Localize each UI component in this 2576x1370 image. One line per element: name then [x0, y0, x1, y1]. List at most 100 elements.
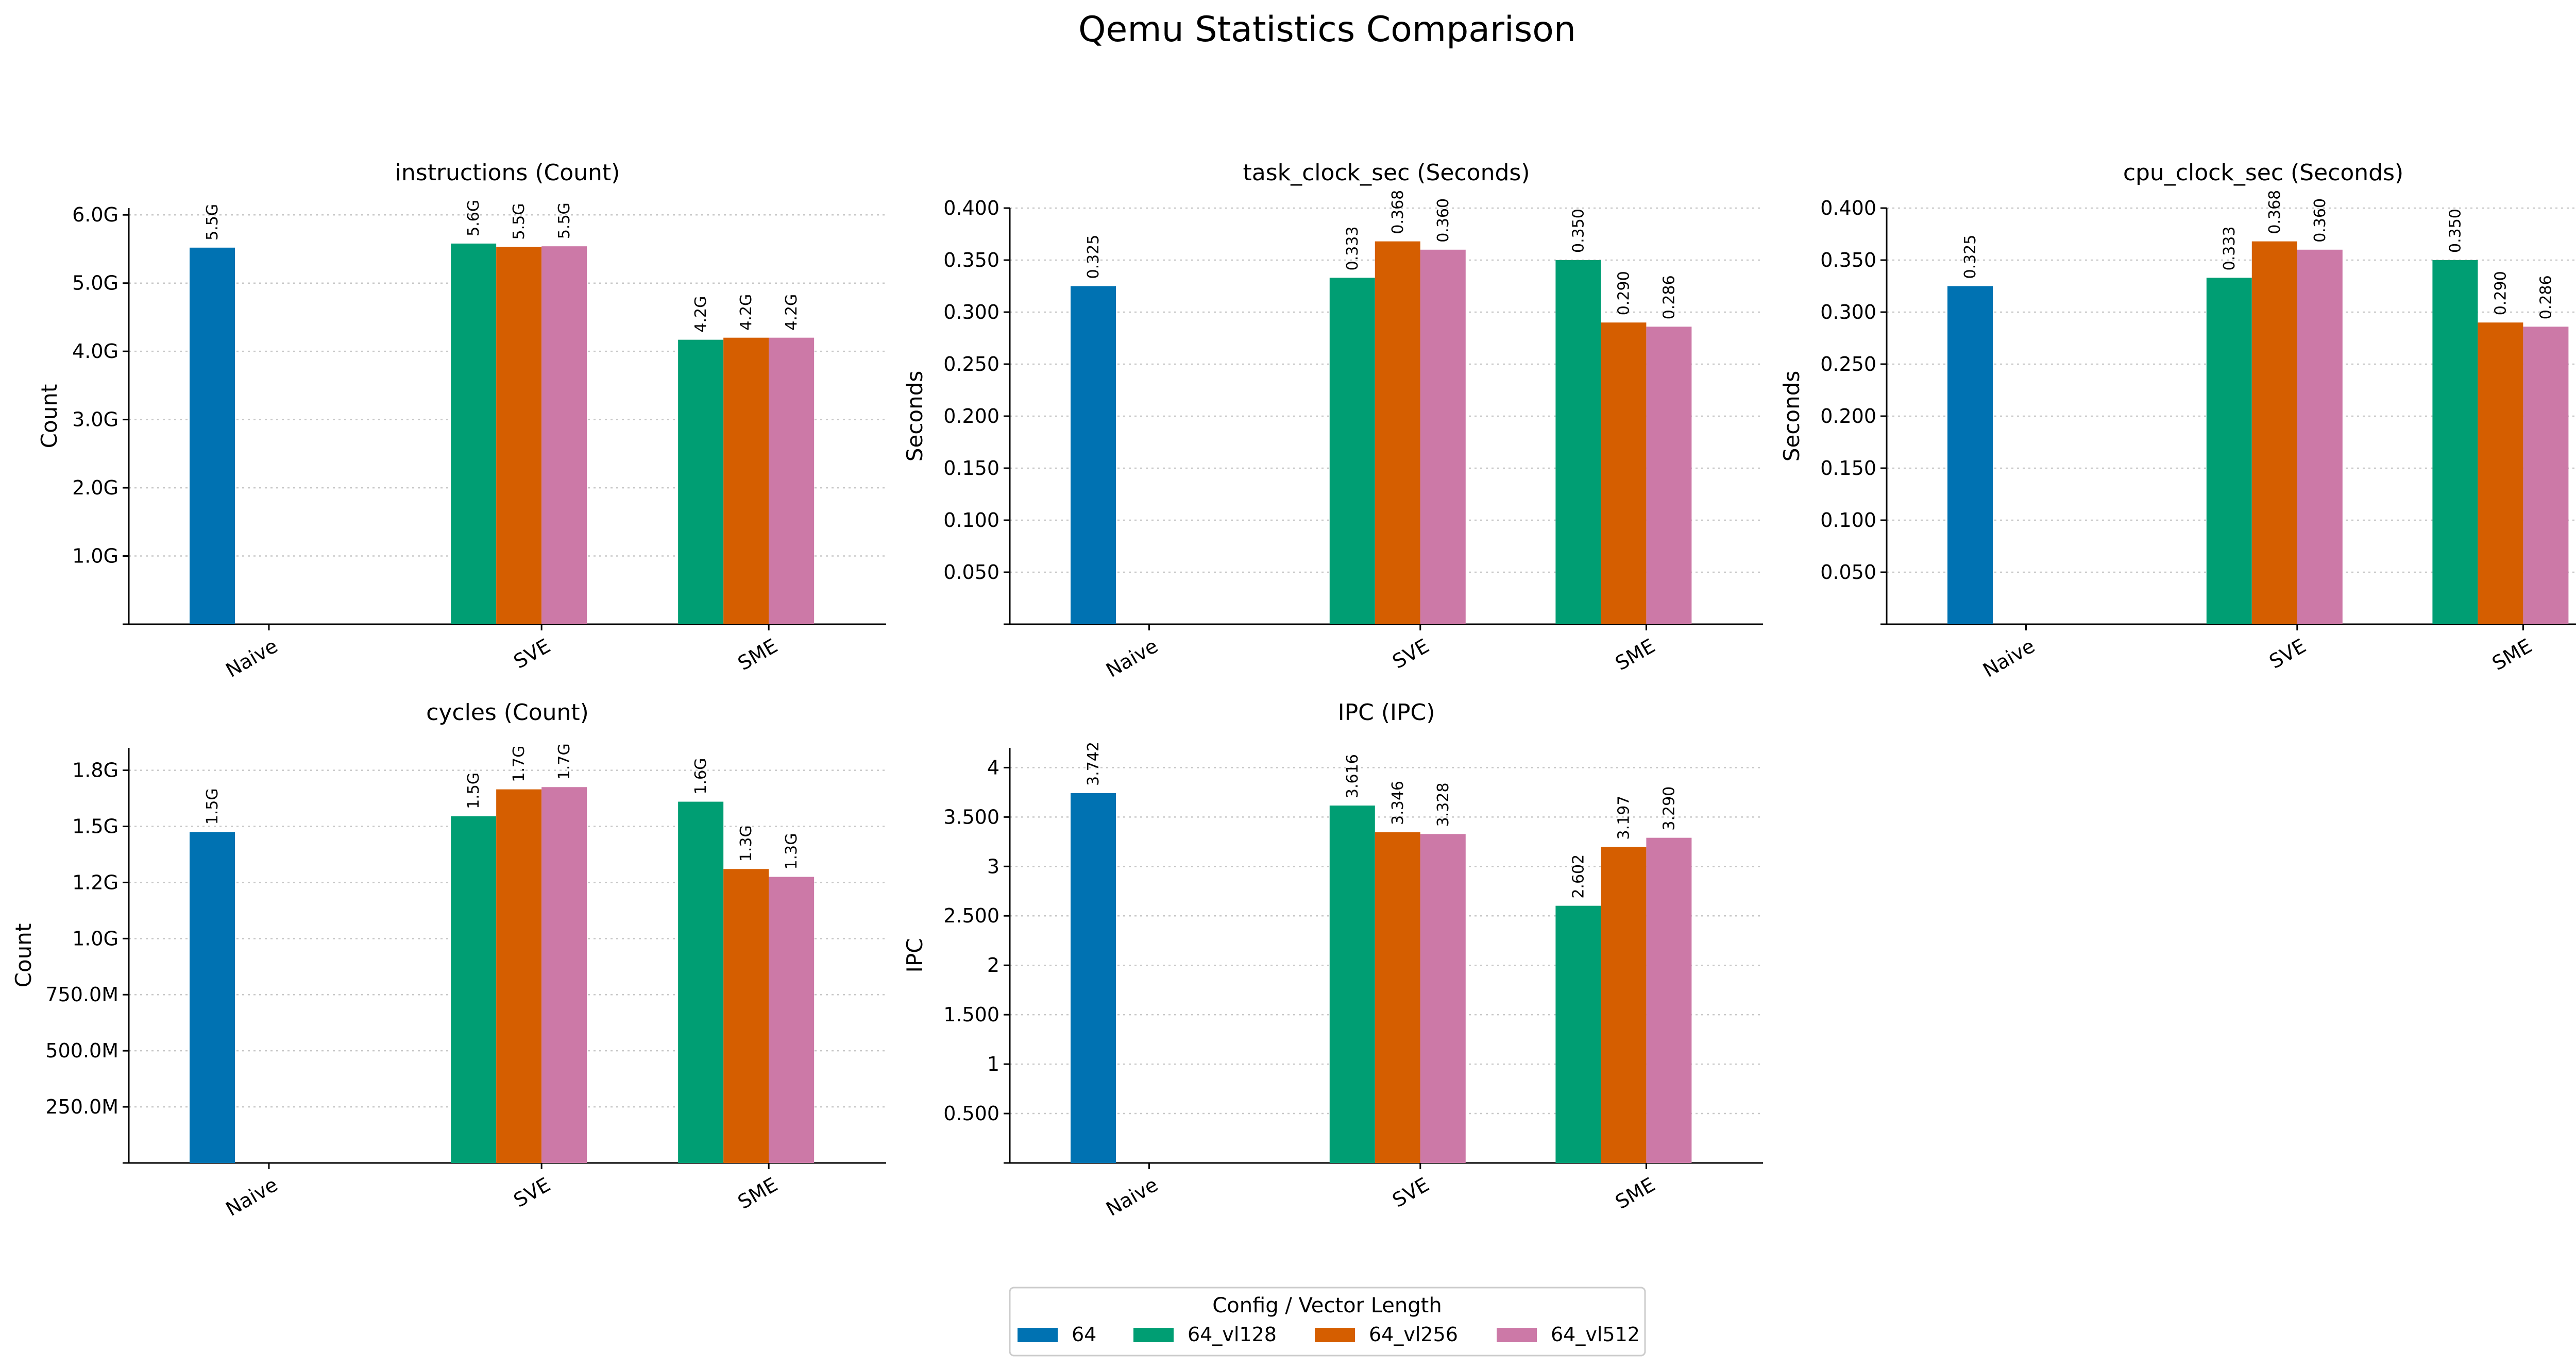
legend-entry: 64_vl512 — [1497, 1323, 1640, 1346]
y-tick-label: 250.0M — [45, 1095, 118, 1118]
x-tick-label: SME — [1612, 635, 1659, 675]
y-tick-label: 0.200 — [943, 405, 999, 427]
y-tick-label: 4 — [987, 756, 999, 779]
bar-sve-64_vl512 — [1420, 249, 1466, 624]
bar-value-label: 0.286 — [2537, 275, 2555, 319]
y-tick-label: 1.2G — [72, 871, 118, 894]
y-tick-label: 0.400 — [943, 197, 999, 219]
x-tick-label: Naive — [1102, 635, 1162, 682]
y-tick-label: 0.150 — [1820, 457, 1876, 480]
bar-value-label: 0.325 — [1084, 235, 1103, 279]
y-tick-label: 0.050 — [943, 561, 999, 584]
x-tick-label: Naive — [222, 635, 282, 682]
bar-value-label: 3.742 — [1084, 742, 1103, 786]
y-tick-label: 3.0G — [72, 408, 118, 431]
bar-value-label: 0.350 — [2446, 209, 2464, 253]
y-tick-label: 0.400 — [1820, 197, 1876, 219]
chart-panel-1: 1.0G 2.0G 3.0G 4.0G 5.0G 6.0G instructions (Co… — [37, 160, 886, 682]
bar-value-label: 0.368 — [2266, 190, 2284, 234]
x-tick-label: Naive — [1102, 1173, 1162, 1221]
bar-sve-64_vl256 — [1375, 241, 1420, 624]
legend-label: 64_vl256 — [1369, 1323, 1458, 1346]
x-tick-label: Naive — [1979, 635, 2039, 682]
y-tick-label: 2.500 — [943, 904, 999, 927]
bar-value-label: 0.368 — [1389, 190, 1407, 234]
chart-title: cycles (Count) — [426, 699, 589, 726]
bar-sve-64_vl128 — [2206, 278, 2252, 624]
bar-sme-64_vl256 — [723, 337, 769, 624]
legend-swatch — [1133, 1328, 1174, 1342]
bar-value-label: 1.5G — [465, 773, 483, 809]
x-tick-label: SVE — [2265, 635, 2310, 673]
x-tick-label: SVE — [510, 635, 554, 673]
y-tick-label: 0.150 — [943, 457, 999, 480]
y-axis-label: Seconds — [1779, 371, 1804, 461]
bar-sve-64_vl256 — [496, 789, 542, 1163]
x-tick-label: SVE — [510, 1173, 554, 1212]
bar-value-label: 1.6G — [692, 758, 710, 795]
legend-entry: 64 — [1018, 1323, 1096, 1346]
y-tick-label: 0.300 — [1820, 301, 1876, 323]
y-tick-label: 0.350 — [943, 249, 999, 271]
bar-naive-64 — [1947, 286, 1993, 624]
bar-sve-64_vl128 — [1329, 806, 1375, 1163]
bar-sme-64_vl512 — [769, 877, 815, 1163]
chart-title: IPC (IPC) — [1338, 699, 1435, 726]
bar-sme-64_vl256 — [1601, 847, 1647, 1163]
bar-naive-64 — [1071, 793, 1116, 1163]
legend-entry: 64_vl128 — [1133, 1323, 1277, 1346]
bar-value-label: 0.360 — [2311, 198, 2329, 243]
y-axis-label: Count — [37, 384, 62, 449]
legend-entries: 64 64_vl128 64_vl256 64_vl512 — [1018, 1323, 1640, 1346]
bar-value-label: 0.325 — [1961, 235, 1979, 279]
y-tick-label: 0.050 — [1820, 561, 1876, 584]
bar-sve-64_vl256 — [1375, 832, 1420, 1163]
bar-sme-64_vl128 — [2432, 260, 2478, 624]
legend-entry: 64_vl256 — [1315, 1323, 1458, 1346]
legend-label: 64_vl512 — [1551, 1323, 1640, 1346]
y-tick-label: 0.350 — [1820, 249, 1876, 271]
x-tick-label: SVE — [1388, 1173, 1433, 1212]
legend-swatch — [1018, 1328, 1058, 1342]
legend-swatch — [1497, 1328, 1537, 1342]
chart-title: cpu_clock_sec (Seconds) — [2123, 160, 2403, 186]
bar-value-label: 3.616 — [1344, 754, 1362, 798]
bar-value-label: 3.290 — [1660, 786, 1678, 831]
y-tick-label: 1.500 — [943, 1003, 999, 1026]
y-tick-label: 3.500 — [943, 806, 999, 828]
legend: Config / Vector Length 64 64_vl128 64_vl25… — [1009, 1287, 1646, 1357]
bar-value-label: 0.360 — [1434, 198, 1452, 243]
bar-value-label: 4.2G — [783, 294, 801, 331]
bar-value-label: 2.602 — [1569, 854, 1587, 899]
bar-sme-64_vl256 — [1601, 322, 1647, 624]
y-tick-label: 1.0G — [72, 927, 118, 950]
bar-value-label: 3.328 — [1434, 782, 1452, 827]
bar-sme-64_vl128 — [1555, 260, 1601, 624]
y-tick-label: 0.500 — [943, 1102, 999, 1125]
charts-area: 1.0G 2.0G 3.0G 4.0G 5.0G 6.0G instructions (Co… — [11, 160, 2576, 1221]
bar-sme-64_vl512 — [1646, 327, 1692, 624]
y-tick-label: 750.0M — [45, 983, 118, 1006]
bar-sve-64_vl128 — [1329, 278, 1375, 624]
bar-value-label: 1.7G — [555, 743, 573, 780]
bar-value-label: 3.346 — [1389, 781, 1407, 825]
y-tick-label: 3 — [987, 855, 999, 878]
legend-swatch — [1315, 1328, 1355, 1342]
bar-naive-64 — [190, 247, 235, 624]
bar-sme-64_vl512 — [2523, 327, 2569, 624]
x-tick-label: Naive — [222, 1173, 282, 1221]
bar-sve-64_vl128 — [451, 243, 497, 625]
bar-value-label: 1.3G — [737, 825, 755, 862]
bar-sve-64_vl256 — [2251, 241, 2297, 624]
y-axis-label: Count — [11, 923, 36, 988]
figure-title: Qemu Statistics Comparison — [1078, 9, 1576, 50]
bar-value-label: 5.5G — [555, 202, 573, 239]
bar-value-label: 1.7G — [510, 746, 528, 782]
y-tick-label: 1 — [987, 1053, 999, 1075]
bar-sme-64_vl256 — [723, 869, 769, 1163]
y-tick-label: 500.0M — [45, 1039, 118, 1062]
y-tick-label: 2 — [987, 954, 999, 977]
bar-sve-64_vl256 — [496, 247, 542, 624]
bar-naive-64 — [1071, 286, 1116, 624]
